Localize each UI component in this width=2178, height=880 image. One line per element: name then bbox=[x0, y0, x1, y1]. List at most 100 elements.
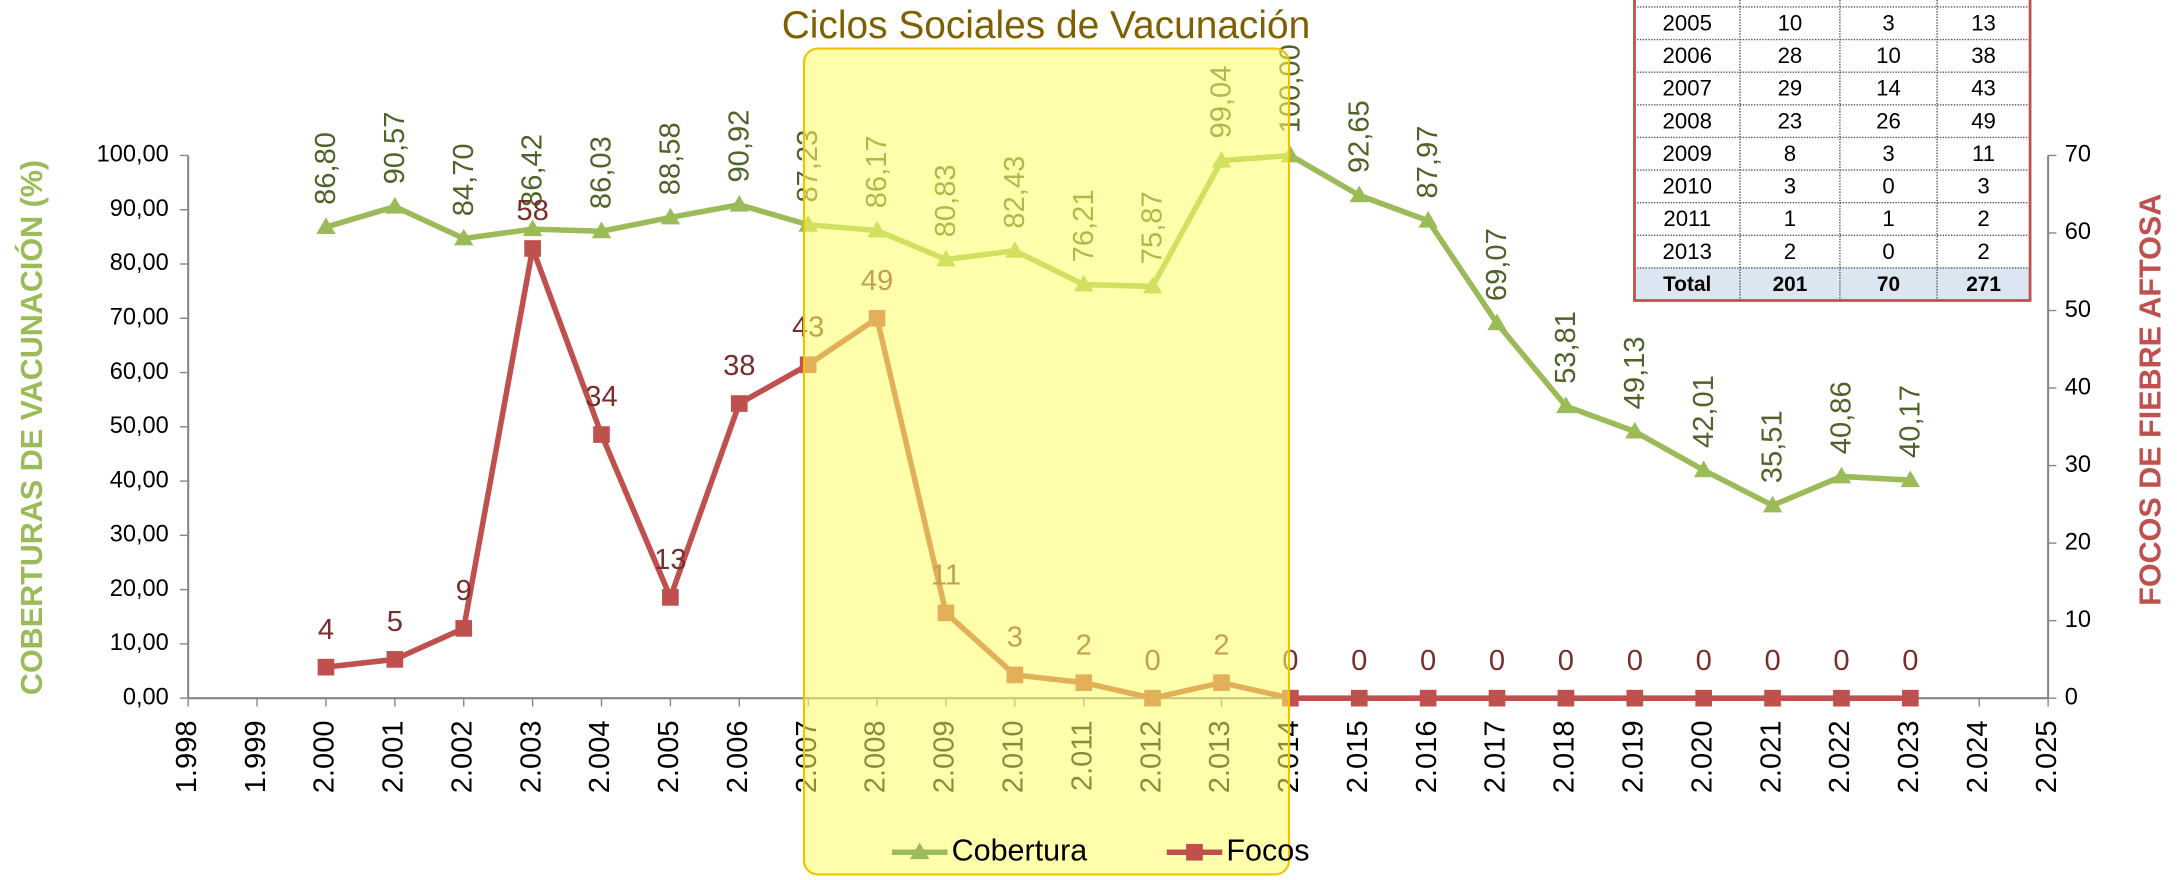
point bbox=[1626, 689, 1644, 707]
table-cell: 271 bbox=[1966, 273, 2001, 296]
table-cell: 3 bbox=[1977, 174, 1989, 199]
point bbox=[522, 219, 543, 237]
point bbox=[1418, 211, 1438, 228]
y2-tick-label: 50 bbox=[2065, 296, 2091, 322]
data-label: 4 bbox=[318, 614, 334, 646]
x-tick-label: 2.017 bbox=[1480, 720, 1512, 793]
point bbox=[1349, 185, 1369, 203]
point bbox=[1488, 689, 1506, 707]
data-label: 13 bbox=[654, 544, 686, 576]
point bbox=[1900, 470, 1921, 488]
table-cell: 0 bbox=[1882, 174, 1894, 199]
y-axis-title: COBERTURAS DE VACUNACIÓN (%) bbox=[13, 160, 49, 695]
table-cell: 3 bbox=[1882, 141, 1894, 166]
point bbox=[662, 589, 679, 606]
table-cell: 2009 bbox=[1663, 141, 1712, 166]
table-cell: 3 bbox=[1784, 174, 1796, 199]
y-tick-label: 10,00 bbox=[110, 629, 169, 655]
data-label: 88,58 bbox=[654, 122, 686, 195]
data-label: 0 bbox=[1558, 645, 1574, 677]
point bbox=[1557, 689, 1575, 707]
data-label: 87,97 bbox=[1412, 126, 1444, 199]
x-tick-label: 2.021 bbox=[1755, 720, 1787, 793]
data-label: 0 bbox=[1351, 645, 1367, 677]
point bbox=[1695, 689, 1713, 707]
table-cell: 11 bbox=[1972, 141, 1995, 166]
table-border bbox=[1633, 0, 2032, 302]
legend-marker bbox=[1186, 843, 1203, 861]
point bbox=[591, 221, 612, 239]
table-total-bg bbox=[1634, 267, 2031, 301]
table-cell: 10 bbox=[1876, 43, 1901, 68]
table-cell: 2010 bbox=[1663, 174, 1712, 199]
y2-tick-label: 60 bbox=[2065, 218, 2091, 244]
data-label: 40,86 bbox=[1826, 381, 1858, 454]
data-label: 38 bbox=[723, 350, 755, 382]
y-tick-label: 100,00 bbox=[97, 141, 169, 167]
data-label: 0 bbox=[1489, 645, 1505, 677]
y-tick-label: 90,00 bbox=[110, 195, 169, 221]
data-label: 90,57 bbox=[379, 112, 411, 185]
y2-axis-title: FOCOS DE FIEBRE AFTOSA bbox=[2133, 194, 2167, 606]
table-cell: 38 bbox=[1971, 43, 1996, 68]
highlight-box bbox=[802, 47, 1291, 876]
table-cell: 201 bbox=[1773, 273, 1808, 296]
point bbox=[730, 395, 748, 412]
data-label: 0 bbox=[1833, 645, 1849, 677]
x-tick-label: 1.999 bbox=[240, 720, 272, 793]
data-label: 86,42 bbox=[517, 134, 549, 207]
table-cell: 49 bbox=[1971, 108, 1996, 133]
point bbox=[385, 196, 405, 214]
table-cell: 2007 bbox=[1663, 76, 1712, 101]
x-tick-label: 2.001 bbox=[378, 720, 410, 793]
data-label: 35,51 bbox=[1757, 410, 1789, 483]
point bbox=[660, 207, 681, 225]
table-cell: Total bbox=[1663, 273, 1711, 296]
x-tick-label: 1.998 bbox=[171, 720, 203, 793]
point bbox=[1693, 460, 1714, 478]
point bbox=[317, 658, 335, 676]
y-tick-label: 30,00 bbox=[110, 521, 169, 547]
y2-tick-label: 30 bbox=[2065, 451, 2091, 477]
x-tick-label: 2.004 bbox=[584, 720, 616, 793]
table-cell: 2 bbox=[1977, 206, 1989, 231]
point bbox=[524, 240, 541, 257]
point bbox=[1833, 689, 1850, 707]
data-label: 0 bbox=[1627, 645, 1643, 677]
x-tick-label: 2.018 bbox=[1549, 720, 1581, 793]
x-tick-label: 2.000 bbox=[309, 720, 341, 793]
table-cell: 8 bbox=[1784, 141, 1796, 166]
point bbox=[386, 651, 404, 668]
point bbox=[729, 195, 749, 212]
point bbox=[455, 620, 473, 637]
y-tick-label: 20,00 bbox=[110, 575, 169, 601]
point bbox=[1487, 313, 1507, 331]
y2-tick-label: 20 bbox=[2065, 528, 2091, 554]
data-label: 58 bbox=[516, 195, 548, 227]
data-label: 0 bbox=[1420, 645, 1436, 677]
x-tick-label: 2.019 bbox=[1618, 720, 1650, 793]
table-cell: 3 bbox=[1882, 10, 1894, 35]
y2-tick-label: 70 bbox=[2065, 141, 2091, 167]
y2-tick-label: 40 bbox=[2065, 373, 2091, 399]
x-tick-label: 2.016 bbox=[1411, 720, 1443, 793]
data-label: 5 bbox=[387, 606, 403, 638]
table-cell: 1 bbox=[1784, 206, 1796, 231]
x-tick-label: 2.025 bbox=[2031, 720, 2063, 793]
y-tick-label: 70,00 bbox=[110, 304, 169, 330]
table-cell: 2 bbox=[1784, 239, 1796, 264]
data-label: 86,03 bbox=[586, 136, 618, 209]
x-tick-label: 2.022 bbox=[1824, 720, 1856, 793]
x-tick-label: 2.020 bbox=[1686, 720, 1718, 793]
x-tick-label: 2.024 bbox=[1962, 720, 1994, 793]
chart-title: Ciclos Sociales de Vacunación bbox=[782, 4, 1311, 47]
data-label: 40,17 bbox=[1894, 385, 1926, 458]
x-tick-label: 2.015 bbox=[1342, 720, 1374, 793]
x-tick-label: 2.003 bbox=[515, 720, 547, 793]
point bbox=[1764, 689, 1781, 707]
table-cell: 70 bbox=[1877, 273, 1900, 296]
point bbox=[1762, 495, 1783, 513]
point bbox=[1831, 466, 1852, 484]
data-label: 0 bbox=[1902, 645, 1918, 677]
